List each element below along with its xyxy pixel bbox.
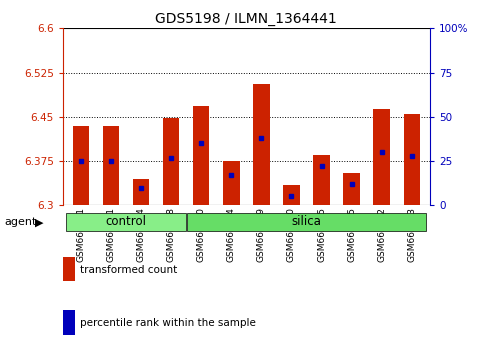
Bar — [403, 114, 420, 205]
Title: GDS5198 / ILMN_1364441: GDS5198 / ILMN_1364441 — [156, 12, 337, 26]
Bar — [133, 179, 149, 205]
Text: ▶: ▶ — [35, 217, 43, 227]
Bar — [103, 126, 119, 205]
Text: percentile rank within the sample: percentile rank within the sample — [80, 318, 256, 328]
Text: agent: agent — [5, 217, 37, 227]
Bar — [223, 161, 240, 205]
Bar — [283, 185, 300, 205]
Text: control: control — [105, 215, 146, 228]
Bar — [253, 84, 270, 205]
Bar — [163, 118, 179, 205]
Bar — [373, 109, 390, 205]
Bar — [343, 173, 360, 205]
Bar — [66, 213, 185, 231]
Bar — [72, 126, 89, 205]
Bar — [187, 213, 426, 231]
Bar — [313, 155, 330, 205]
Text: transformed count: transformed count — [80, 265, 177, 275]
Bar — [193, 106, 210, 205]
Text: silica: silica — [292, 215, 322, 228]
